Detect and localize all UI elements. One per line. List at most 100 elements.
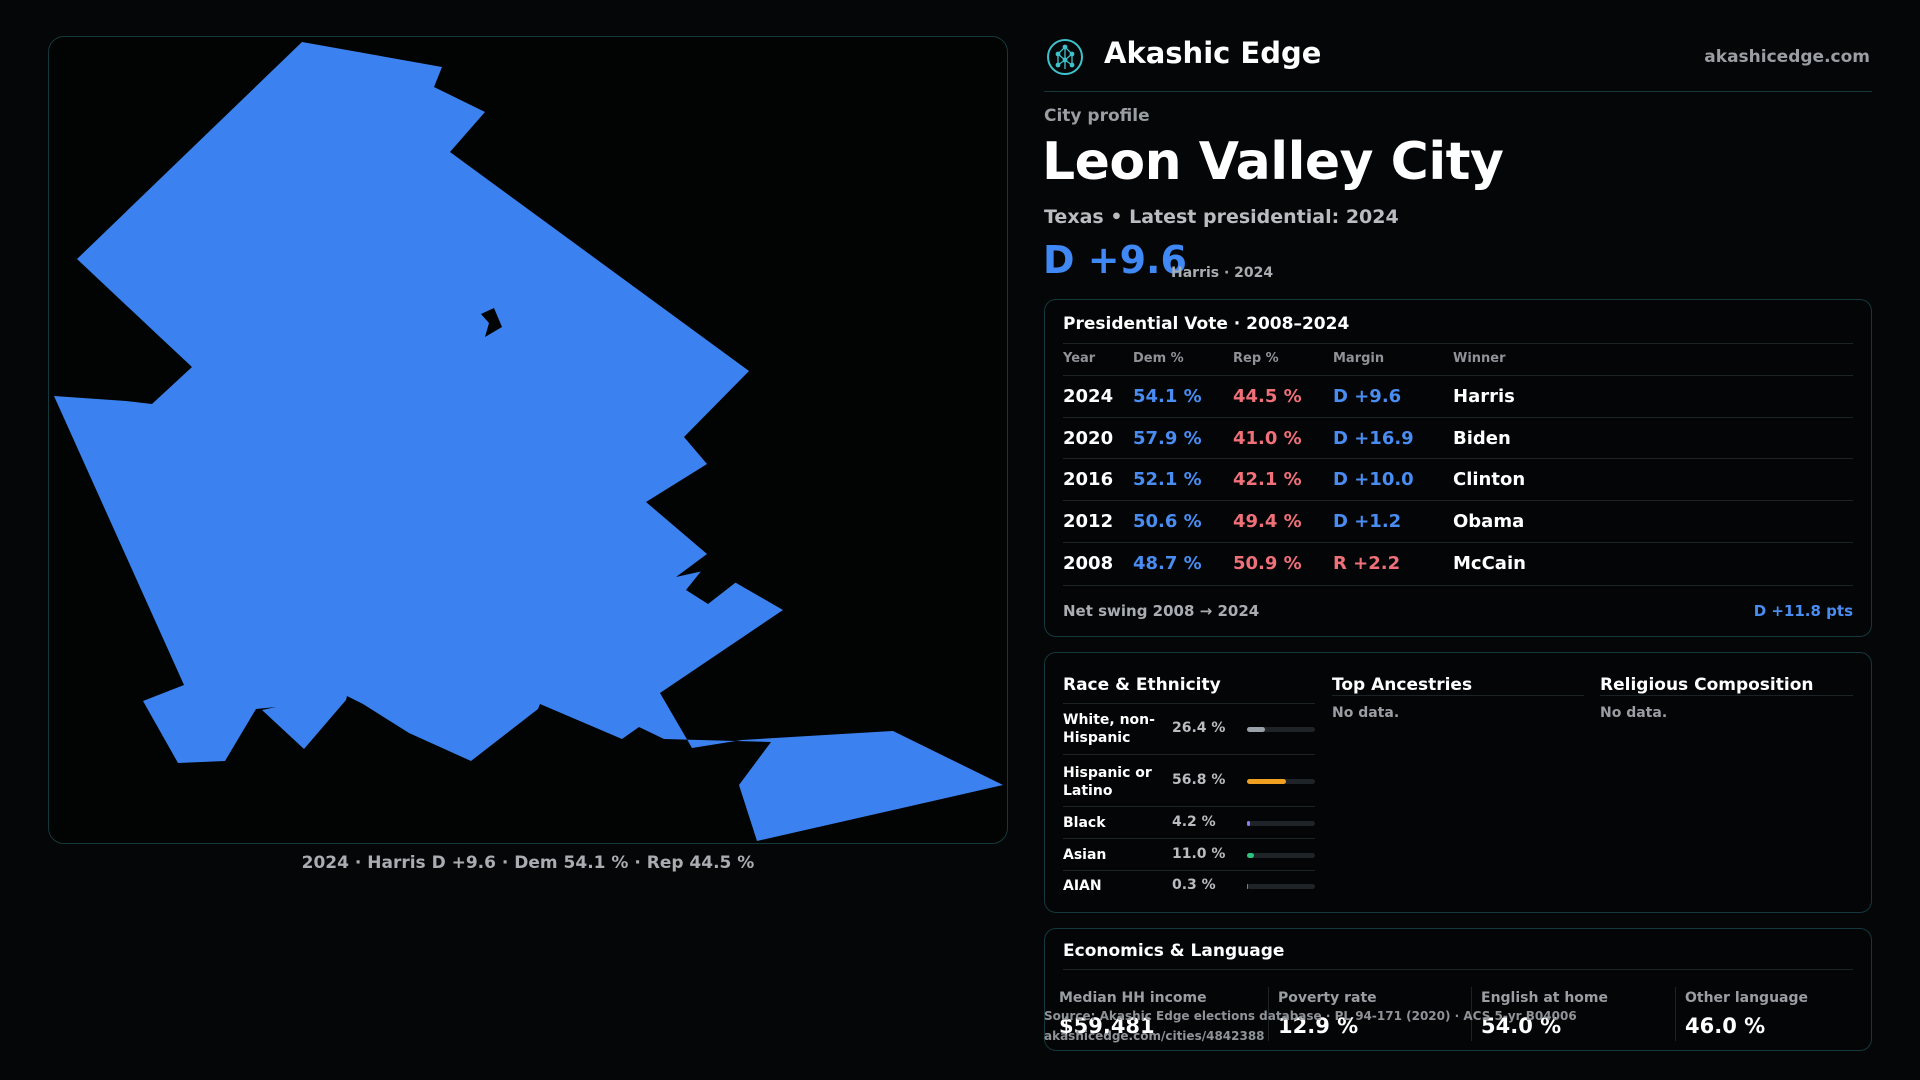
divider — [1471, 987, 1472, 1041]
stat-label: Median HH income — [1059, 990, 1207, 1006]
page-kicker: City profile — [1044, 106, 1150, 126]
net-swing-label: Net swing 2008 → 2024 — [1063, 602, 1260, 620]
table-row: 2024 54.1 % 44.5 % D +9.6 Harris — [1063, 375, 1853, 417]
race-percent: 4.2 % — [1172, 814, 1216, 830]
cell-year: 2012 — [1063, 511, 1114, 532]
cell-margin: R +2.2 — [1333, 553, 1401, 574]
stat-label: English at home — [1481, 990, 1609, 1006]
cell-year: 2024 — [1063, 386, 1114, 407]
race-bar-fill — [1247, 853, 1255, 858]
race-ethnicity-title: Race & Ethnicity — [1063, 675, 1221, 695]
race-percent: 0.3 % — [1172, 877, 1216, 893]
map-panel[interactable] — [48, 36, 1008, 844]
demographics-card: Race & Ethnicity White, non- Hispanic 26.… — [1044, 652, 1872, 913]
cell-dem: 57.9 % — [1133, 428, 1202, 449]
cell-year: 2016 — [1063, 469, 1114, 490]
race-row: White, non- Hispanic 26.4 % — [1063, 704, 1315, 754]
race-bar — [1247, 727, 1315, 732]
column-header: Dem % — [1133, 351, 1184, 366]
cell-year: 2008 — [1063, 553, 1114, 574]
race-bar — [1247, 821, 1315, 826]
cell-winner: Harris — [1453, 386, 1515, 407]
map-caption: 2024 · Harris D +9.6 · Dem 54.1 % · Rep … — [301, 853, 755, 873]
race-bar-fill — [1247, 884, 1249, 889]
cell-rep: 50.9 % — [1233, 553, 1302, 574]
city-boundary-shape[interactable] — [54, 42, 1003, 841]
race-bar — [1247, 853, 1315, 858]
headline-margin: D +9.6 — [1043, 238, 1187, 282]
page-subtitle: Texas • Latest presidential: 2024 — [1044, 206, 1399, 228]
race-bar-fill — [1247, 821, 1250, 826]
cell-rep: 49.4 % — [1233, 511, 1302, 532]
ancestries-empty: No data. — [1332, 705, 1400, 721]
race-row: Hispanic or Latino 56.8 % — [1063, 754, 1315, 806]
cell-rep: 42.1 % — [1233, 469, 1302, 490]
divider — [1063, 343, 1853, 344]
divider — [1063, 585, 1853, 586]
page-title: Leon Valley City — [1042, 132, 1504, 192]
source-citation: Source: Akashic Edge elections database … — [1044, 1009, 1577, 1023]
headline-margin-note: Harris · 2024 — [1171, 265, 1274, 281]
race-percent: 11.0 % — [1172, 846, 1226, 862]
source-url[interactable]: akashicedge.com/cities/4842388 — [1044, 1029, 1265, 1043]
table-row: 2008 48.7 % 50.9 % R +2.2 McCain — [1063, 542, 1853, 584]
stat-english-at-home: English at home 54.0 % — [1467, 990, 1667, 1044]
race-percent: 56.8 % — [1172, 772, 1226, 788]
site-link[interactable]: akashicedge.com — [1704, 47, 1870, 67]
column-header: Margin — [1333, 351, 1385, 366]
cell-winner: Obama — [1453, 511, 1525, 532]
header-divider — [1044, 91, 1872, 92]
cell-dem: 52.1 % — [1133, 469, 1202, 490]
presidential-vote-card: Presidential Vote · 2008–2024 Year Dem %… — [1044, 299, 1872, 637]
cell-margin: D +10.0 — [1333, 469, 1414, 490]
race-percent: 26.4 % — [1172, 720, 1226, 736]
race-label: Hispanic or Latino — [1063, 765, 1152, 799]
divider — [1268, 987, 1269, 1041]
cell-dem: 48.7 % — [1133, 553, 1202, 574]
cell-year: 2020 — [1063, 428, 1114, 449]
race-bar — [1247, 884, 1315, 889]
stat-value: 12.9 % — [1278, 1014, 1359, 1038]
net-swing-value: D +11.8 pts — [1753, 602, 1853, 620]
stat-poverty-rate: Poverty rate 12.9 % — [1264, 990, 1464, 1044]
top-ancestries-title: Top Ancestries — [1332, 675, 1473, 695]
race-row: AIAN 0.3 % — [1063, 870, 1315, 902]
race-label: Asian — [1063, 847, 1107, 863]
city-boundary-map[interactable] — [49, 37, 1008, 844]
race-label: Black — [1063, 815, 1106, 831]
column-header: Rep % — [1233, 351, 1279, 366]
stat-median-income: Median HH income $59,481 — [1045, 990, 1245, 1044]
stat-value: $59,481 — [1059, 1014, 1155, 1038]
religious-composition-title: Religious Composition — [1600, 675, 1814, 695]
table-row: 2016 52.1 % 42.1 % D +10.0 Clinton — [1063, 458, 1853, 500]
map-notch — [686, 555, 744, 604]
tree-of-life-icon — [1047, 39, 1083, 75]
divider — [1675, 987, 1676, 1041]
stat-value: 46.0 % — [1685, 1014, 1766, 1038]
cell-margin: D +1.2 — [1333, 511, 1402, 532]
cell-winner: McCain — [1453, 553, 1526, 574]
column-header: Year — [1063, 351, 1096, 366]
stat-label: Other language — [1685, 990, 1808, 1006]
divider — [1332, 695, 1584, 696]
cell-winner: Biden — [1453, 428, 1511, 449]
cell-rep: 41.0 % — [1233, 428, 1302, 449]
cell-rep: 44.5 % — [1233, 386, 1302, 407]
column-header: Winner — [1453, 351, 1506, 366]
map-notch — [481, 308, 502, 337]
cell-dem: 54.1 % — [1133, 386, 1202, 407]
race-bar — [1247, 779, 1315, 784]
divider — [1063, 703, 1315, 704]
race-bar-fill — [1247, 727, 1265, 732]
table-row: 2012 50.6 % 49.4 % D +1.2 Obama — [1063, 500, 1853, 542]
cell-dem: 50.6 % — [1133, 511, 1202, 532]
table-row: 2020 57.9 % 41.0 % D +16.9 Biden — [1063, 417, 1853, 459]
card-title: Presidential Vote · 2008–2024 — [1063, 314, 1350, 334]
brand-name: Akashic Edge — [1104, 36, 1322, 70]
cell-margin: D +16.9 — [1333, 428, 1414, 449]
religion-empty: No data. — [1600, 705, 1668, 721]
source-footer: Source: Akashic Edge elections database … — [1044, 1006, 1577, 1046]
cell-margin: D +9.6 — [1333, 386, 1402, 407]
race-row: Asian 11.0 % — [1063, 838, 1315, 870]
divider — [1600, 695, 1853, 696]
